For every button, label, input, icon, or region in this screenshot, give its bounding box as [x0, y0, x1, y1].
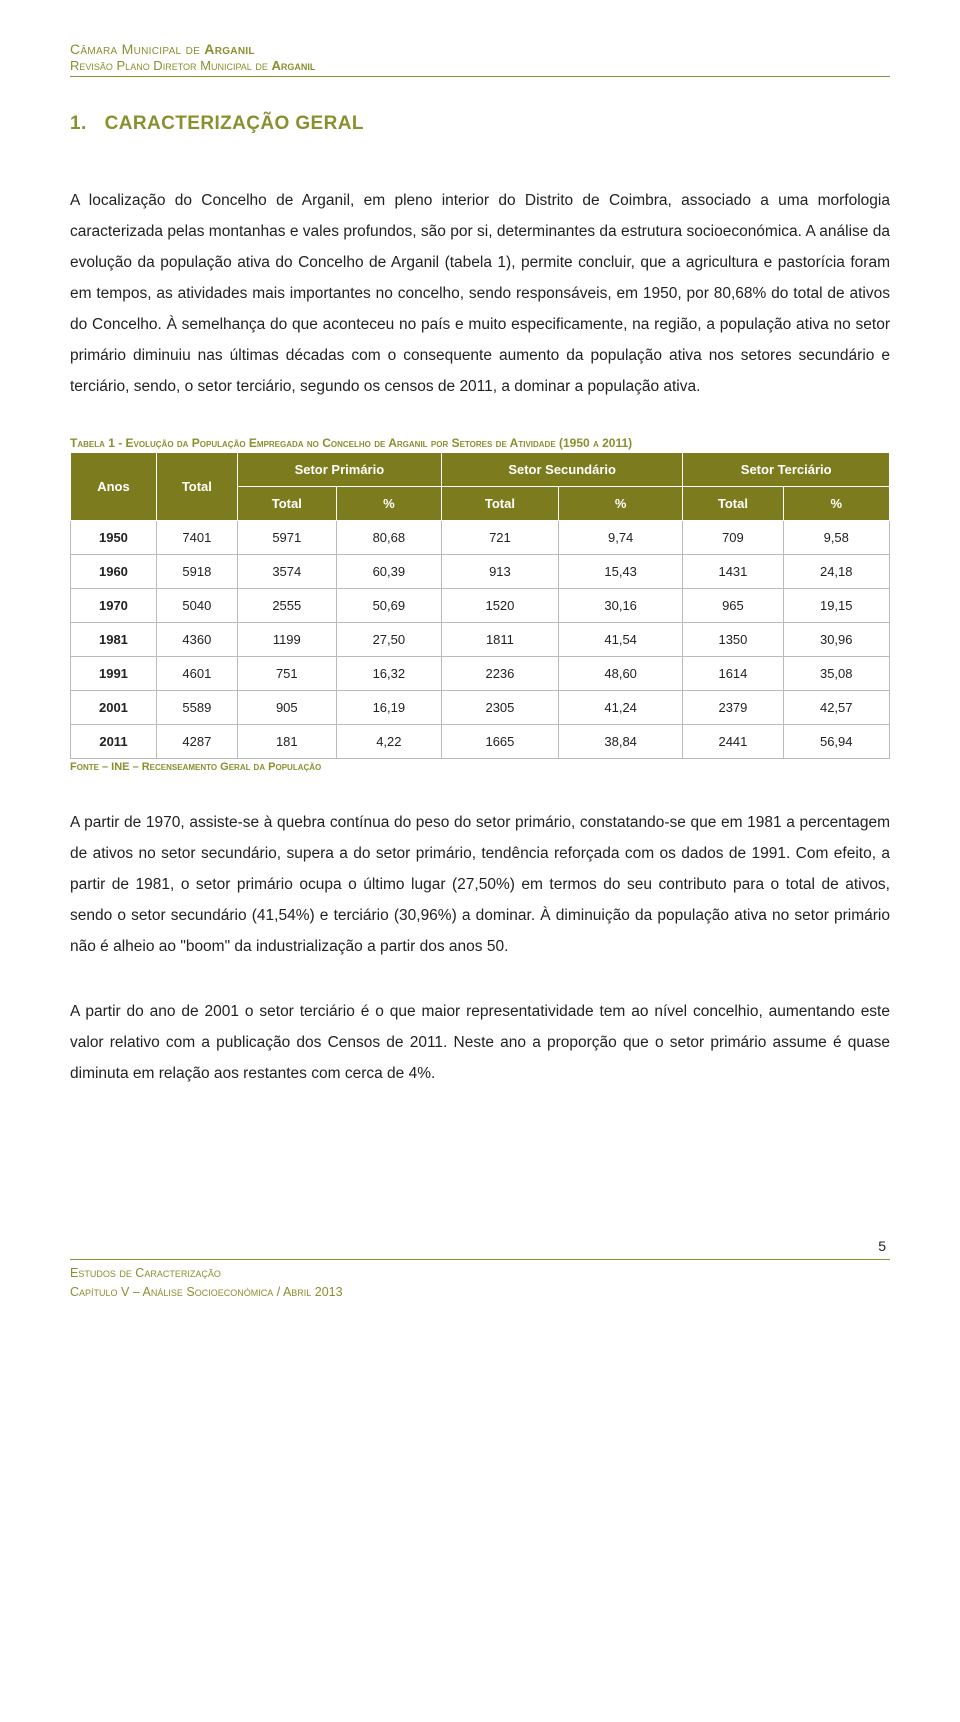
table-cell: 1350	[683, 623, 783, 657]
employment-table: Anos Total Setor Primário Setor Secundár…	[70, 452, 890, 759]
table-row: 19814360119927,50181141,54135030,96	[71, 623, 890, 657]
sub-prim-total: Total	[237, 487, 336, 521]
col-terciario: Setor Terciário	[683, 453, 890, 487]
section-title: CARACTERIZAÇÃO GERAL	[105, 113, 364, 134]
header-org-prefix: Câmara Municipal de	[70, 41, 204, 57]
table-cell: 1665	[441, 725, 558, 759]
table-body: 19507401597180,687219,747099,58196059183…	[71, 521, 890, 759]
table-cell: 60,39	[336, 555, 441, 589]
header-org: Câmara Municipal de Arganil	[70, 40, 890, 58]
table-cell: 2305	[441, 691, 558, 725]
col-total: Total	[156, 453, 237, 521]
paragraph-3: A partir do ano de 2001 o setor terciári…	[70, 996, 890, 1089]
table-cell: 41,24	[558, 691, 682, 725]
header-org-bold: Arganil	[204, 41, 255, 57]
table-cell: 4360	[156, 623, 237, 657]
table-head: Anos Total Setor Primário Setor Secundár…	[71, 453, 890, 521]
paragraph-2: A partir de 1970, assiste-se à quebra co…	[70, 807, 890, 962]
table-cell: 16,32	[336, 657, 441, 691]
table-cell: 5589	[156, 691, 237, 725]
table-cell: 4287	[156, 725, 237, 759]
table-cell: 4,22	[336, 725, 441, 759]
table-row: 2001558990516,19230541,24237942,57	[71, 691, 890, 725]
table-row: 19705040255550,69152030,1696519,15	[71, 589, 890, 623]
sub-sec-total: Total	[441, 487, 558, 521]
table-cell: 1614	[683, 657, 783, 691]
document-page: Câmara Municipal de Arganil Revisão Plan…	[0, 0, 960, 1332]
header-doc: Revisão Plano Diretor Municipal de Argan…	[70, 58, 890, 77]
table-cell: 1960	[71, 555, 157, 589]
table-row: 19507401597180,687219,747099,58	[71, 521, 890, 555]
table-cell: 50,69	[336, 589, 441, 623]
table-cell: 56,94	[783, 725, 890, 759]
table-cell: 1811	[441, 623, 558, 657]
table-cell: 905	[237, 691, 336, 725]
col-primario: Setor Primário	[237, 453, 441, 487]
table-row: 1991460175116,32223648,60161435,08	[71, 657, 890, 691]
table-cell: 913	[441, 555, 558, 589]
page-number: 5	[878, 1238, 890, 1254]
sub-prim-pct: %	[336, 487, 441, 521]
table-cell: 80,68	[336, 521, 441, 555]
table-cell: 30,96	[783, 623, 890, 657]
col-anos: Anos	[71, 453, 157, 521]
table-cell: 7401	[156, 521, 237, 555]
table-cell: 27,50	[336, 623, 441, 657]
table-row: 201142871814,22166538,84244156,94	[71, 725, 890, 759]
table-cell: 9,58	[783, 521, 890, 555]
table-cell: 751	[237, 657, 336, 691]
table-cell: 35,08	[783, 657, 890, 691]
table-cell: 30,16	[558, 589, 682, 623]
table-cell: 2555	[237, 589, 336, 623]
table-caption: Tabela 1 - Evolução da População Emprega…	[70, 436, 890, 450]
header-doc-bold: Arganil	[272, 58, 316, 73]
table-cell: 16,19	[336, 691, 441, 725]
paragraph-1: A localização do Concelho de Arganil, em…	[70, 185, 890, 402]
table-row: 19605918357460,3991315,43143124,18	[71, 555, 890, 589]
table-cell: 48,60	[558, 657, 682, 691]
table-cell: 1199	[237, 623, 336, 657]
table-cell: 42,57	[783, 691, 890, 725]
table-cell: 2011	[71, 725, 157, 759]
table-cell: 41,54	[558, 623, 682, 657]
table-cell: 5971	[237, 521, 336, 555]
table-cell: 1981	[71, 623, 157, 657]
table-cell: 181	[237, 725, 336, 759]
sub-ter-total: Total	[683, 487, 783, 521]
footer-line2: Capítulo V – Análise Socioeconómica / Ab…	[70, 1283, 343, 1302]
table-cell: 2001	[71, 691, 157, 725]
table-cell: 19,15	[783, 589, 890, 623]
table-cell: 1991	[71, 657, 157, 691]
table-cell: 2379	[683, 691, 783, 725]
footer-line1: Estudos de Caracterização	[70, 1264, 343, 1283]
section-number: 1.	[70, 113, 87, 134]
table-cell: 9,74	[558, 521, 682, 555]
table-cell: 721	[441, 521, 558, 555]
table-cell: 965	[683, 589, 783, 623]
table-cell: 3574	[237, 555, 336, 589]
table-cell: 1950	[71, 521, 157, 555]
table-cell: 1431	[683, 555, 783, 589]
table-cell: 1970	[71, 589, 157, 623]
col-secundario: Setor Secundário	[441, 453, 682, 487]
table-cell: 38,84	[558, 725, 682, 759]
table-cell: 2236	[441, 657, 558, 691]
sub-sec-pct: %	[558, 487, 682, 521]
table-cell: 709	[683, 521, 783, 555]
sub-ter-pct: %	[783, 487, 890, 521]
section-heading: 1. CARACTERIZAÇÃO GERAL	[70, 113, 890, 135]
table-cell: 24,18	[783, 555, 890, 589]
header-doc-prefix: Revisão Plano Diretor Municipal de	[70, 58, 272, 73]
table-cell: 5918	[156, 555, 237, 589]
table-cell: 2441	[683, 725, 783, 759]
page-footer: Estudos de Caracterização Capítulo V – A…	[70, 1259, 890, 1302]
footer-left: Estudos de Caracterização Capítulo V – A…	[70, 1264, 343, 1302]
table-cell: 1520	[441, 589, 558, 623]
table-cell: 5040	[156, 589, 237, 623]
table-cell: 4601	[156, 657, 237, 691]
table-cell: 15,43	[558, 555, 682, 589]
table-footnote: Fonte – INE – Recenseamento Geral da Pop…	[70, 761, 890, 773]
